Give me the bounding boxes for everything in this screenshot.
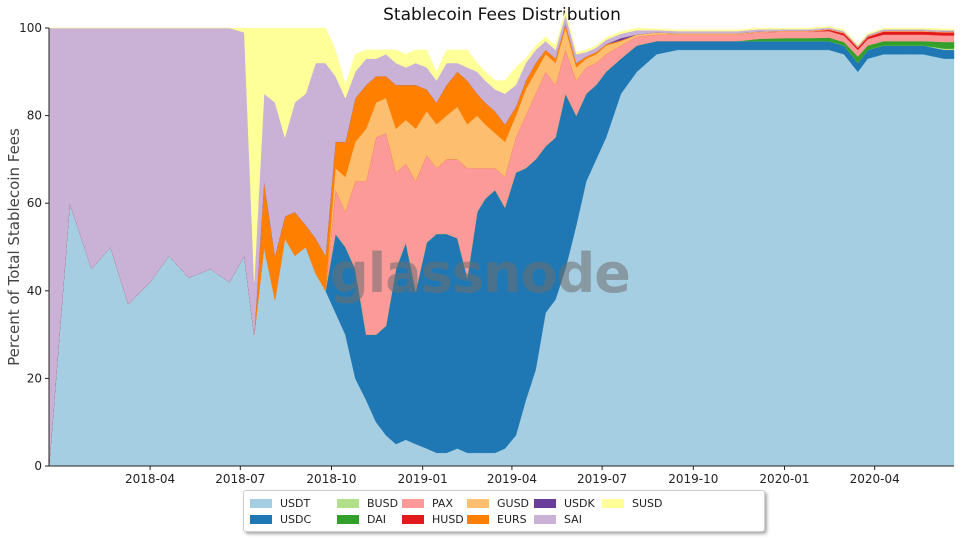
x-tick-label: 2018-10 (306, 472, 356, 486)
legend-item-usdc: USDC (250, 514, 311, 526)
y-tick-label: 60 (27, 196, 42, 210)
legend-label: USDC (280, 513, 312, 526)
legend-swatch (467, 499, 489, 508)
legend-swatch (534, 515, 556, 524)
legend-label: USDT (280, 497, 311, 510)
y-tick-label: 100 (19, 21, 42, 35)
x-tick-label: 2019-07 (577, 472, 627, 486)
legend-swatch (534, 499, 556, 508)
chart-title: Stablecoin Fees Distribution (383, 5, 621, 25)
legend-item-gusd: GUSD (467, 498, 529, 510)
legend-swatch (337, 499, 359, 508)
legend-label: GUSD (497, 497, 530, 510)
watermark-logo: glassnode (330, 242, 630, 305)
legend-label: BUSD (367, 497, 399, 510)
legend-label: SAI (564, 513, 582, 526)
legend-item-susd: SUSD (602, 498, 663, 510)
x-tick-label: 2019-04 (487, 472, 537, 486)
area-susd (49, 9, 955, 283)
x-tick-label: 2020-04 (850, 472, 900, 486)
legend-item-usdk: USDK (534, 498, 595, 510)
legend-item-dai: DAI (337, 514, 386, 526)
legend-item-usdt: USDT (250, 498, 310, 510)
legend-label: EURS (497, 513, 527, 526)
legend-swatch (467, 515, 489, 524)
y-tick-label: 80 (27, 109, 42, 123)
legend-swatch (250, 499, 272, 508)
legend-label: PAX (432, 497, 453, 510)
legend-swatch (402, 499, 424, 508)
legend-swatch (402, 515, 424, 524)
legend-item-sai: SAI (534, 514, 582, 526)
x-tick-label: 2020-01 (759, 472, 809, 486)
legend-swatch (602, 499, 624, 508)
legend: USDT USDC BUSD DAI PAX HUSD GUSD EURS USDK SAI SUS… (243, 490, 765, 532)
legend-label: USDK (564, 497, 595, 510)
x-tick-label: 2018-07 (215, 472, 265, 486)
legend-item-husd: HUSD (402, 514, 464, 526)
x-ticks: 2018-04 2018-07 2018-10 2019-01 2019-04 2019-… (125, 466, 900, 486)
legend-label: HUSD (432, 513, 464, 526)
legend-item-pax: PAX (402, 498, 453, 510)
y-tick-label: 0 (34, 459, 42, 473)
axes (48, 28, 954, 467)
x-tick-label: 2019-10 (668, 472, 718, 486)
legend-label: SUSD (632, 497, 663, 510)
legend-item-busd: BUSD (337, 498, 398, 510)
x-tick-label: 2019-01 (398, 472, 448, 486)
y-tick-label: 40 (27, 284, 42, 298)
legend-swatch (250, 515, 272, 524)
x-tick-label: 2018-04 (125, 472, 175, 486)
y-ticks: 0 20 40 60 80 100 (19, 21, 49, 473)
legend-swatch (337, 515, 359, 524)
y-tick-label: 20 (27, 371, 42, 385)
y-axis-label: Percent of Total Stablecoin Fees (5, 128, 23, 366)
legend-item-eurs: EURS (467, 514, 527, 526)
legend-label: DAI (367, 513, 387, 526)
area-layers (48, 9, 955, 467)
